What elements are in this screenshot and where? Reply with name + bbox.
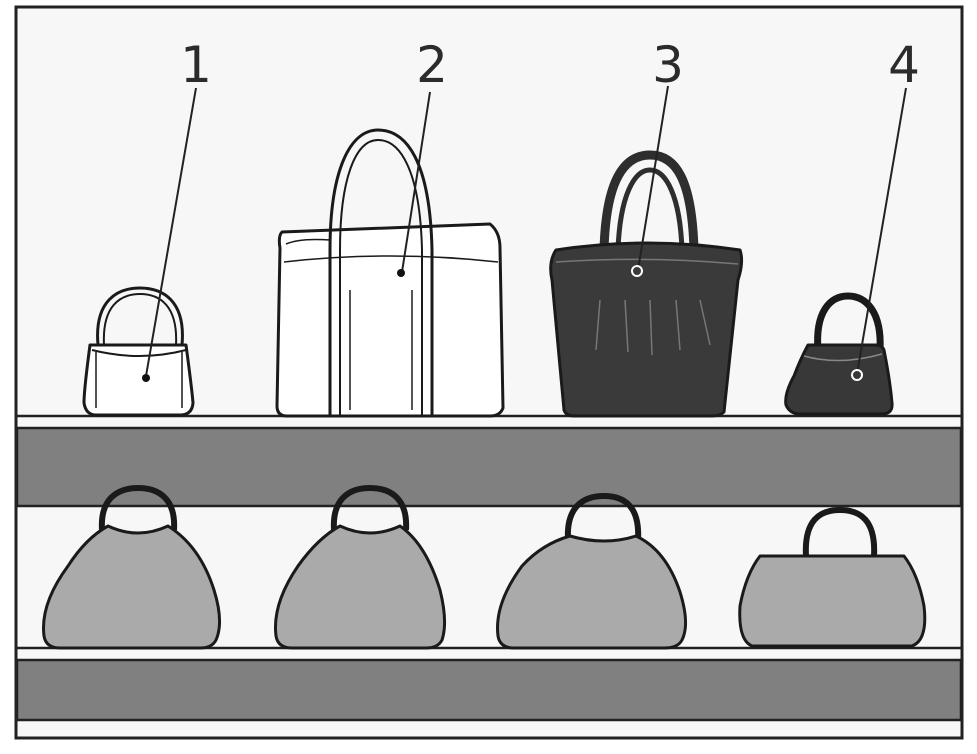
callout-lines xyxy=(145,85,907,377)
bag-2-large-white-tote xyxy=(275,128,505,418)
lower-bag-4 xyxy=(738,507,927,648)
label-3: 3 xyxy=(652,36,684,94)
label-1: 1 xyxy=(180,36,212,94)
callout-dot-2 xyxy=(397,269,405,277)
bag-4-small-dark xyxy=(784,292,894,416)
lower-bag-3 xyxy=(496,493,687,650)
lower-shelf xyxy=(15,646,963,722)
lower-bag-2 xyxy=(273,485,447,650)
callout-dot-4 xyxy=(851,369,863,381)
bag-1-small-white xyxy=(82,286,195,417)
label-2: 2 xyxy=(416,36,448,94)
label-4: 4 xyxy=(888,36,920,94)
callout-dot-1 xyxy=(142,374,150,382)
callout-dot-3 xyxy=(631,265,643,277)
lower-bag-1 xyxy=(42,485,221,650)
bag-3-dark-tote xyxy=(549,150,744,418)
